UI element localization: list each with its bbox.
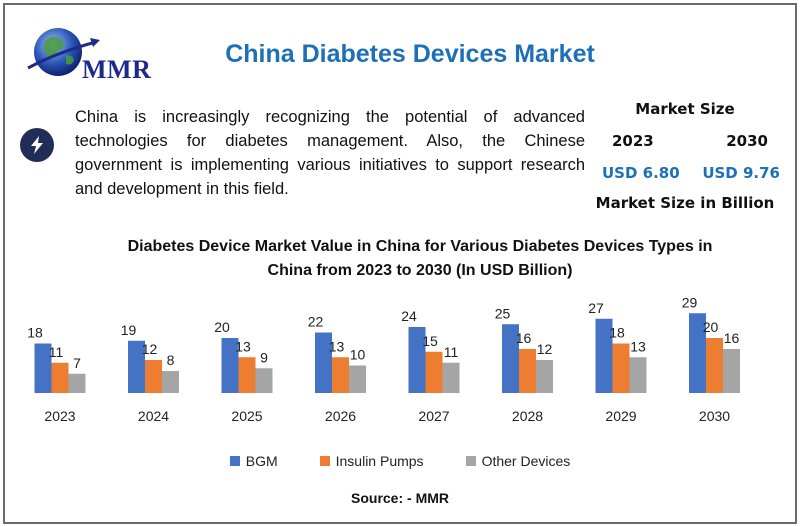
legend-item: Insulin Pumps xyxy=(319,453,424,469)
bar-bgm-2024 xyxy=(128,340,145,393)
legend-swatch xyxy=(319,456,330,466)
source-note: Source: - MMR xyxy=(351,490,449,506)
market-size-panel: Market Size 2023 2030 USD 6.80 USD 9.76 … xyxy=(590,100,780,212)
globe-logo-icon xyxy=(27,28,100,76)
market-size-values: USD 6.80 USD 9.76 xyxy=(590,164,780,182)
data-label: 22 xyxy=(308,314,324,330)
year-start: 2023 xyxy=(612,132,654,150)
chart-title: Diabetes Device Market Value in China fo… xyxy=(127,238,713,279)
bar-insulin-pumps-2029 xyxy=(612,343,630,393)
data-label: 29 xyxy=(682,294,698,310)
logo-text: MMR xyxy=(82,55,152,84)
x-tick-label: 2028 xyxy=(512,408,543,424)
data-label: 11 xyxy=(49,344,64,360)
data-label: 12 xyxy=(142,341,158,357)
data-label: 16 xyxy=(516,330,532,346)
bar-insulin-pumps-2028 xyxy=(519,349,536,393)
data-label: 16 xyxy=(724,330,740,346)
data-label: 24 xyxy=(401,308,417,324)
x-tick-label: 2030 xyxy=(699,408,730,424)
data-label: 13 xyxy=(235,338,251,354)
data-label: 20 xyxy=(214,319,230,335)
x-tick-label: 2027 xyxy=(418,408,449,424)
bar-bgm-2023 xyxy=(34,343,52,393)
data-label: 20 xyxy=(703,319,719,335)
bar-other-devices-2024 xyxy=(162,371,179,393)
legend-label: Other Devices xyxy=(481,453,571,469)
data-label: 18 xyxy=(609,325,625,341)
bar-other-devices-2028 xyxy=(536,360,553,393)
data-label: 11 xyxy=(444,344,459,360)
bar-bgm-2030 xyxy=(689,313,706,393)
bar-insulin-pumps-2024 xyxy=(145,360,162,393)
bar-insulin-pumps-2030 xyxy=(706,338,723,393)
bar-chart: 1811720231912820242013920252213102026241… xyxy=(27,294,740,424)
data-label: 27 xyxy=(588,300,604,316)
bar-insulin-pumps-2027 xyxy=(425,351,443,393)
data-label: 7 xyxy=(73,355,81,371)
value-start: USD 6.80 xyxy=(602,164,680,182)
year-end: 2030 xyxy=(726,132,768,150)
legend-swatch xyxy=(229,456,240,466)
market-size-years: 2023 2030 xyxy=(590,132,780,150)
bar-bgm-2026 xyxy=(315,332,332,393)
page-title: China Diabetes Devices Market xyxy=(225,40,595,68)
data-label: 13 xyxy=(329,338,345,354)
bar-other-devices-2029 xyxy=(629,357,647,393)
infographic-frame xyxy=(3,3,797,524)
bar-other-devices-2030 xyxy=(723,349,740,393)
value-end: USD 9.76 xyxy=(702,164,780,182)
bar-bgm-2029 xyxy=(595,318,613,393)
legend-item: Other Devices xyxy=(465,453,571,469)
x-tick-label: 2025 xyxy=(231,408,262,424)
data-label: 9 xyxy=(260,349,268,365)
legend-swatch xyxy=(465,456,476,466)
x-tick-label: 2024 xyxy=(138,408,169,424)
bar-insulin-pumps-2023 xyxy=(51,362,69,393)
bar-bgm-2028 xyxy=(502,324,519,393)
data-label: 18 xyxy=(27,325,43,341)
data-label: 25 xyxy=(495,305,511,321)
data-label: 19 xyxy=(121,322,137,338)
bar-bgm-2025 xyxy=(221,338,239,393)
lightning-bolt-icon xyxy=(20,128,54,162)
legend-label: BGM xyxy=(245,453,278,469)
data-label: 10 xyxy=(350,347,366,363)
bar-other-devices-2027 xyxy=(442,362,460,393)
bar-other-devices-2026 xyxy=(349,365,366,393)
x-tick-label: 2029 xyxy=(605,408,636,424)
bar-insulin-pumps-2026 xyxy=(332,357,349,393)
chart-legend: BGM Insulin Pumps Other Devices xyxy=(0,453,800,469)
x-tick-label: 2026 xyxy=(325,408,356,424)
market-size-title: Market Size xyxy=(635,100,735,118)
market-size-footer: Market Size in Billion xyxy=(595,194,775,212)
bar-insulin-pumps-2025 xyxy=(238,357,256,393)
legend-item: BGM xyxy=(229,453,278,469)
x-tick-label: 2023 xyxy=(44,408,75,424)
bar-other-devices-2025 xyxy=(255,368,273,393)
data-label: 15 xyxy=(422,333,438,349)
bar-bgm-2027 xyxy=(408,327,426,393)
data-label: 13 xyxy=(630,338,646,354)
intro-paragraph: China is increasingly recognizing the po… xyxy=(75,108,585,198)
data-label: 12 xyxy=(537,341,553,357)
legend-label: Insulin Pumps xyxy=(335,453,424,469)
mmr-logo xyxy=(18,22,168,92)
data-label: 8 xyxy=(167,352,175,368)
bar-other-devices-2023 xyxy=(68,373,86,393)
